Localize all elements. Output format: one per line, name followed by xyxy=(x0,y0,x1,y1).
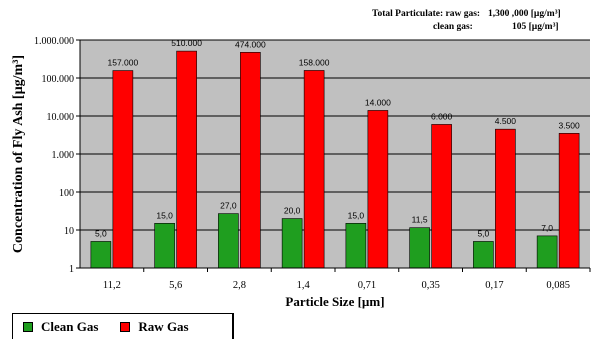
data-label-raw-gas: 6.000 xyxy=(431,111,453,121)
data-label-clean-gas: 20,0 xyxy=(284,206,301,216)
bar-clean-gas xyxy=(345,223,367,269)
x-tick-label: 11,2 xyxy=(103,280,121,291)
data-label-clean-gas: 7,0 xyxy=(541,223,553,233)
bar-clean-gas xyxy=(90,241,112,269)
data-label-raw-gas: 510.000 xyxy=(171,38,202,48)
total-particulate-clean-label: clean gas: xyxy=(433,22,473,32)
data-label-clean-gas: 5,0 xyxy=(477,228,489,238)
x-tick-label: 0,71 xyxy=(358,280,376,291)
x-tick-label: 2,8 xyxy=(233,280,246,291)
bar-raw-gas xyxy=(367,110,389,269)
y-tick-label: 1.000.000 xyxy=(34,36,74,47)
bar-clean-gas xyxy=(218,213,239,269)
total-particulate-raw-value: 1,300 ,000 [µg/m³] xyxy=(488,9,561,19)
total-particulate-clean-value: 105 [µg/m³] xyxy=(512,22,559,32)
bar-raw-gas xyxy=(558,133,580,269)
data-label-raw-gas: 14.000 xyxy=(365,97,391,107)
x-axis-label: Particle Size [µm] xyxy=(285,294,384,309)
bar-clean-gas xyxy=(281,218,303,269)
y-axis-label: Concentration of Fly Ash [µg/m³] xyxy=(11,55,26,253)
clean-gas-swatch xyxy=(23,321,33,332)
data-label-raw-gas: 3.500 xyxy=(558,120,580,130)
bar-clean-gas xyxy=(154,223,175,269)
y-tick-label: 100.000 xyxy=(42,74,75,85)
bar-raw-gas xyxy=(112,70,134,269)
data-label-raw-gas: 158.000 xyxy=(299,57,330,67)
bar-raw-gas xyxy=(176,50,197,269)
data-label-clean-gas: 5,0 xyxy=(95,228,107,238)
data-label-clean-gas: 27,0 xyxy=(220,201,237,211)
legend-item-clean-gas: Clean Gas xyxy=(23,319,98,335)
legend-item-raw-gas: Raw Gas xyxy=(120,318,189,335)
x-tick-label: 0,17 xyxy=(485,280,503,291)
data-label-clean-gas: 15,0 xyxy=(348,210,365,220)
bar-raw-gas xyxy=(240,52,261,269)
x-tick-label: 5,6 xyxy=(169,280,182,291)
data-label-raw-gas: 4.500 xyxy=(495,116,517,126)
legend: Clean Gas Raw Gas xyxy=(12,313,234,339)
bar-clean-gas xyxy=(536,235,558,269)
axes: 1 10 100 1.000 10.000 100.000 1.000.000 11,2 5,6… xyxy=(34,36,591,291)
bar-raw-gas xyxy=(303,70,325,269)
legend-label-clean-gas: Clean Gas xyxy=(41,318,99,334)
bar-raw-gas xyxy=(495,128,516,269)
y-tick-label: 10.000 xyxy=(47,112,75,123)
bars: 5,0 157.000 15,0 510.000 27,0 474.000 20,0 158.… xyxy=(90,38,580,269)
y-tick-label: 10 xyxy=(64,226,74,237)
raw-gas-swatch xyxy=(120,321,131,332)
y-tick-label: 1.000 xyxy=(52,150,75,161)
legend-label-raw-gas: Raw Gas xyxy=(138,318,189,334)
data-label-clean-gas: 11,5 xyxy=(412,215,428,225)
x-tick-label: 1,4 xyxy=(297,280,311,291)
y-tick-label: 1 xyxy=(69,264,74,275)
data-label-raw-gas: 474.000 xyxy=(235,39,266,49)
total-particulate-raw-label: Total Particulate: raw gas: xyxy=(372,9,481,19)
y-tick-label: 100 xyxy=(59,188,74,199)
bar-clean-gas xyxy=(473,241,494,269)
x-tick-label: 0,085 xyxy=(546,280,570,291)
bar-clean-gas xyxy=(409,227,430,269)
x-tick-label: 0,35 xyxy=(421,280,439,291)
data-label-clean-gas: 15,0 xyxy=(156,210,173,220)
data-label-raw-gas: 157.000 xyxy=(108,58,139,68)
bar-raw-gas xyxy=(431,124,452,269)
